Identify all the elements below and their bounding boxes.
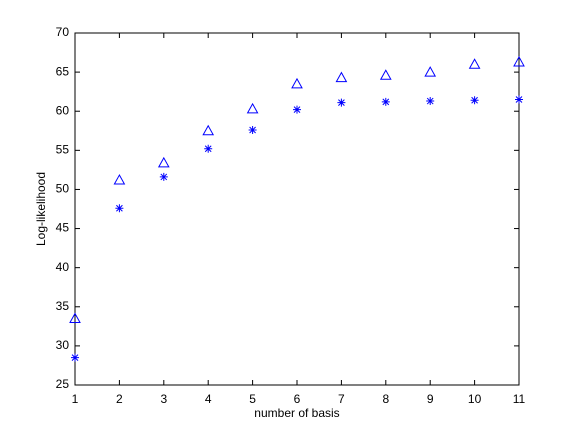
y-axis-label: Log-likelihood: [34, 172, 48, 246]
y-tick-label: 45: [56, 221, 70, 235]
point: [69, 312, 81, 324]
y-tick-label: 55: [56, 143, 70, 157]
point: [159, 172, 168, 181]
x-tick-label: 6: [294, 392, 301, 406]
point: [113, 174, 126, 185]
x-tick-label: 7: [338, 392, 345, 406]
y-tick-label: 70: [56, 25, 70, 39]
x-tick-label: 8: [382, 392, 389, 406]
x-tick-label: 9: [427, 392, 434, 406]
y-tick-label: 25: [56, 377, 70, 391]
x-tick-label: 11: [513, 392, 526, 406]
y-tick-label: 35: [56, 299, 70, 313]
point: [381, 97, 390, 106]
point: [202, 124, 215, 136]
x-tick-label: 2: [116, 392, 123, 406]
point: [246, 102, 259, 114]
y-tick-label: 65: [56, 64, 70, 78]
y-tick-label: 60: [56, 103, 70, 117]
x-tick-label: 4: [205, 392, 212, 406]
point: [379, 69, 392, 80]
point: [115, 204, 124, 213]
point: [204, 144, 213, 153]
x-tick-label: 5: [249, 392, 256, 406]
point: [424, 66, 437, 77]
point: [291, 77, 303, 89]
x-tick-label: 3: [160, 392, 167, 406]
point: [426, 97, 435, 106]
point: [515, 95, 523, 104]
x-tick-label: 10: [468, 392, 482, 406]
x-axis-label: number of basis: [254, 406, 339, 420]
y-tick-label: 50: [56, 182, 70, 196]
point: [71, 353, 79, 362]
point: [337, 98, 346, 107]
y-tick-label: 40: [56, 260, 70, 274]
point: [335, 71, 348, 83]
point: [470, 96, 479, 105]
point: [293, 105, 301, 114]
point: [513, 55, 525, 67]
y-tick-label: 30: [56, 338, 70, 352]
plot-frame: [74, 32, 520, 386]
point: [468, 58, 481, 69]
x-tick-label: 1: [72, 392, 79, 406]
point: [248, 125, 257, 134]
point: [157, 156, 170, 168]
